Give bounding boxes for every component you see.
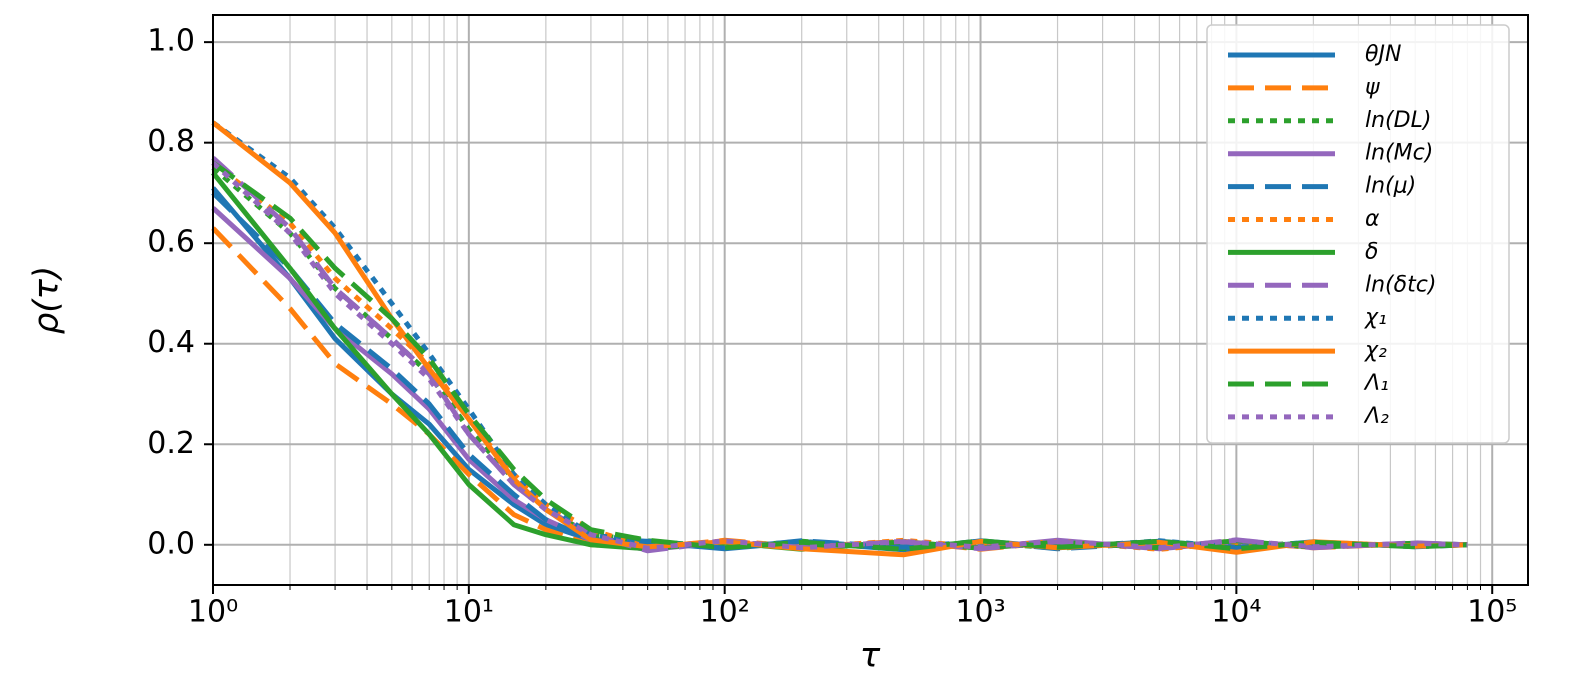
legend-label: χ₂ <box>1364 338 1387 363</box>
y-tick-label: 0.2 <box>147 426 195 461</box>
legend-label: ln(δtc) <box>1365 272 1436 297</box>
legend-label: Λ₂ <box>1363 404 1389 429</box>
legend-box <box>1206 24 1510 444</box>
legend-label: ln(μ) <box>1365 174 1416 199</box>
x-tick-label: 10³ <box>955 595 1005 630</box>
legend-label: ln(DL) <box>1365 108 1431 133</box>
legend-label: χ₁ <box>1364 305 1387 330</box>
y-tick-label: 0.0 <box>147 526 195 561</box>
legend-label: ψ <box>1365 75 1380 100</box>
x-tick-label: 10¹ <box>444 595 494 630</box>
plot-frame <box>212 14 1529 586</box>
x-tick-label: 10² <box>700 595 750 630</box>
y-tick-label: 1.0 <box>147 24 195 59</box>
legend-label: α <box>1365 207 1380 232</box>
legend: θJN ψ ln(DL) ln(Mc) ln(μ) αδ ln(δtc) χ₁ χ₂ Λ₁ Λ₂ <box>1206 24 1510 444</box>
legend-label: Λ₁ <box>1363 371 1389 396</box>
x-tick-label: 10⁵ <box>1467 595 1517 630</box>
x-tick-label: 10⁰ <box>188 595 238 630</box>
y-axis-label: ρ(τ) <box>27 266 67 335</box>
legend-label: δ <box>1365 239 1378 264</box>
y-tick-label: 0.8 <box>147 124 195 159</box>
y-tick-label: 0.4 <box>147 325 195 360</box>
x-tick-label: 10⁴ <box>1211 595 1261 630</box>
legend-label: θJN <box>1365 42 1401 67</box>
series-line <box>211 160 1468 552</box>
x-axis-label: τ <box>860 636 881 676</box>
series-line <box>211 160 1468 551</box>
legend-label: ln(Mc) <box>1365 141 1433 166</box>
y-tick-label: 0.6 <box>147 225 195 260</box>
